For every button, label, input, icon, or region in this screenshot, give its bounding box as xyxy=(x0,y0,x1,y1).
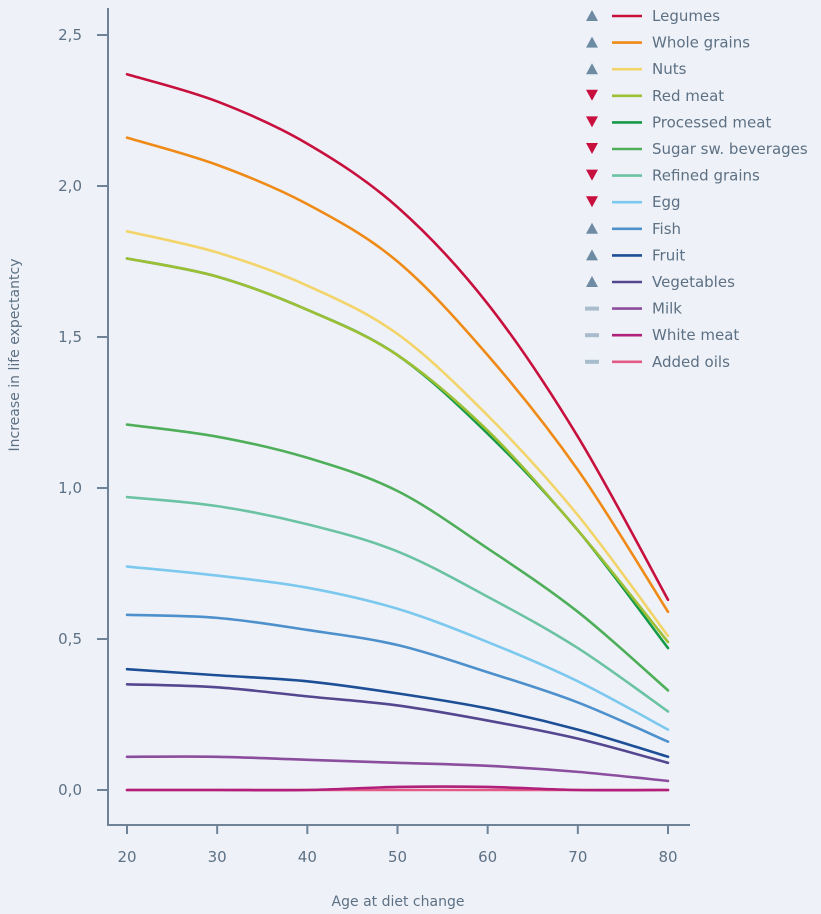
legend-label: Processed meat xyxy=(652,113,771,131)
legend-item-sugar-sw-beverages: Sugar sw. beverages xyxy=(586,140,808,158)
series-lines xyxy=(125,72,670,792)
y-tick-label: 0,0 xyxy=(58,781,82,799)
x-axis-ticks: 20 30 40 50 60 70 80 xyxy=(117,825,678,866)
legend-label: Nuts xyxy=(652,60,687,78)
x-tick-label: 50 xyxy=(388,848,407,866)
triangle-down-icon xyxy=(586,169,598,181)
legend: Legumes Whole grains Nuts Red meat Processed… xyxy=(585,7,808,371)
triangle-down-icon xyxy=(586,196,598,208)
line-whole-grains xyxy=(125,136,670,614)
line-red-meat xyxy=(125,257,670,644)
x-axis-title: Age at diet change xyxy=(332,894,465,910)
line-vegetables xyxy=(125,683,670,765)
triangle-up-icon xyxy=(586,276,598,287)
y-axis-title: Increase in life expectantcy xyxy=(7,259,23,452)
legend-item-legumes: Legumes xyxy=(586,7,720,25)
legend-label: Egg xyxy=(652,193,681,211)
y-tick-label: 0,5 xyxy=(58,630,82,648)
legend-item-fruit: Fruit xyxy=(586,246,685,264)
legend-item-milk: Milk xyxy=(585,300,682,318)
legend-label: Vegetables xyxy=(652,273,735,291)
line-egg xyxy=(125,565,670,731)
line-fish xyxy=(125,613,670,743)
legend-item-processed-meat: Processed meat xyxy=(586,113,771,131)
x-tick-label: 20 xyxy=(117,848,136,866)
legend-item-red-meat: Red meat xyxy=(586,87,724,105)
axes xyxy=(107,8,690,826)
line-white-meat xyxy=(125,785,670,792)
y-tick-label: 1,5 xyxy=(58,328,82,346)
dash-icon xyxy=(585,333,599,338)
legend-label: Legumes xyxy=(652,7,720,25)
legend-label: Added oils xyxy=(652,353,730,371)
x-tick-label: 30 xyxy=(208,848,227,866)
triangle-up-icon xyxy=(586,10,598,21)
line-refined-grains xyxy=(125,495,670,713)
line-sugar-sw-beverages xyxy=(125,423,670,692)
legend-label: Milk xyxy=(652,300,682,318)
dash-icon xyxy=(585,306,599,311)
triangle-up-icon xyxy=(586,249,598,261)
y-tick-label: 2,5 xyxy=(58,26,82,44)
legend-item-white-meat: White meat xyxy=(585,326,739,344)
triangle-down-icon xyxy=(586,89,598,101)
triangle-up-icon xyxy=(586,63,598,75)
legend-item-nuts: Nuts xyxy=(586,60,687,78)
line-fruit xyxy=(125,667,670,759)
dash-icon xyxy=(585,359,599,364)
triangle-up-icon xyxy=(586,222,598,234)
legend-label: White meat xyxy=(652,326,739,344)
x-tick-label: 80 xyxy=(658,848,677,866)
triangle-up-icon xyxy=(586,36,598,48)
line-nuts xyxy=(125,230,670,638)
line-legumes xyxy=(125,72,670,602)
legend-item-added-oils: Added oils xyxy=(585,353,730,371)
x-tick-label: 70 xyxy=(568,848,587,866)
y-tick-label: 1,0 xyxy=(58,479,82,497)
x-tick-label: 60 xyxy=(478,848,497,866)
y-axis-ticks: 0,0 0,5 1,0 1,5 2,0 2,5 xyxy=(58,26,108,799)
line-milk xyxy=(125,755,670,783)
triangle-down-icon xyxy=(586,116,598,128)
legend-item-whole-grains: Whole grains xyxy=(586,34,750,52)
legend-label: Fruit xyxy=(652,246,685,264)
legend-label: Fish xyxy=(652,220,681,238)
legend-item-refined-grains: Refined grains xyxy=(586,167,760,185)
triangle-down-icon xyxy=(586,143,598,154)
y-tick-label: 2,0 xyxy=(58,177,82,195)
legend-item-vegetables: Vegetables xyxy=(586,273,735,291)
legend-label: Red meat xyxy=(652,87,724,105)
legend-item-fish: Fish xyxy=(586,220,681,238)
legend-item-egg: Egg xyxy=(586,193,681,211)
legend-label: Whole grains xyxy=(652,34,750,52)
legend-label: Sugar sw. beverages xyxy=(652,140,808,158)
x-tick-label: 40 xyxy=(298,848,317,866)
legend-label: Refined grains xyxy=(652,167,760,185)
